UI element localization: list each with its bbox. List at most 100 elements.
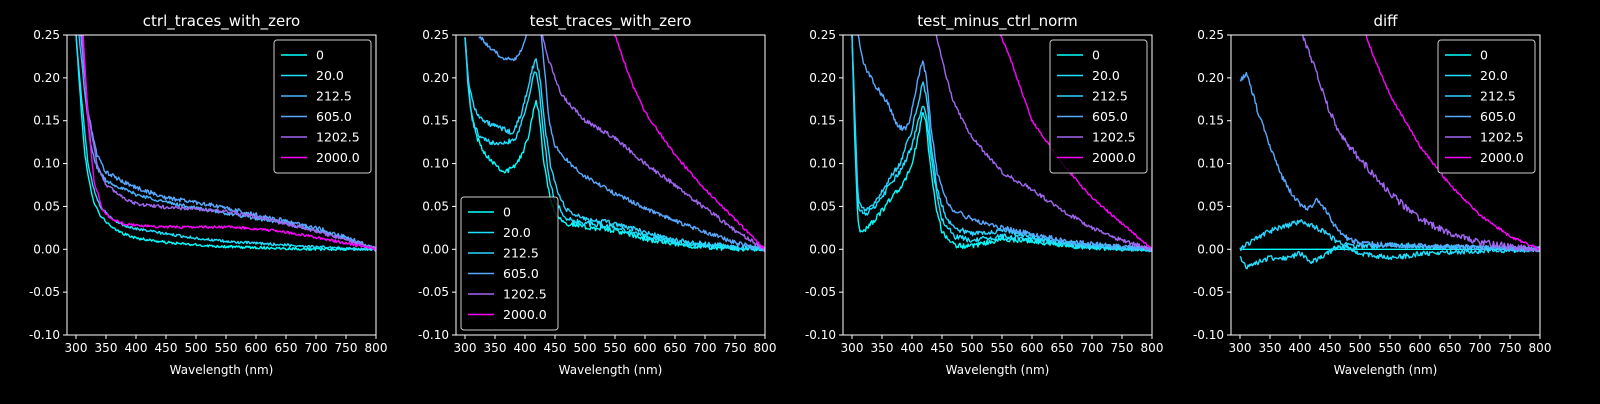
series-line-20-0 — [75, 35, 376, 251]
y-tick-label: 0.05 — [809, 199, 836, 213]
series-line-1202-5 — [541, 35, 765, 252]
axes-frame — [842, 34, 1153, 336]
x-tick-label: 600 — [1409, 341, 1432, 355]
legend-entry: 20.0 — [1092, 68, 1120, 83]
y-tick-label: 0.10 — [33, 157, 60, 171]
x-tick-label: 400 — [1289, 341, 1312, 355]
y-tick-label: 0.25 — [422, 28, 449, 42]
y-tick-label: -0.05 — [418, 285, 449, 299]
legend-entry: 0 — [503, 205, 511, 220]
x-tick-label: 650 — [275, 341, 298, 355]
x-tick-label: 450 — [155, 341, 178, 355]
x-tick-label: 450 — [1319, 341, 1342, 355]
series-line-605-0 — [857, 35, 1152, 252]
series-line-2000-0 — [613, 35, 765, 249]
legend-box — [273, 39, 372, 174]
axes-frame — [66, 34, 377, 336]
legend-box — [460, 196, 559, 331]
x-tick-label: 800 — [754, 341, 777, 355]
y-tick-label: -0.10 — [805, 328, 836, 342]
x-tick-label: 700 — [694, 341, 717, 355]
legend-entry: 212.5 — [316, 89, 352, 104]
x-tick-label: 350 — [1259, 341, 1282, 355]
series-line-605-0 — [80, 35, 376, 252]
legend-entry: 212.5 — [503, 246, 539, 261]
legend-box — [1437, 39, 1536, 174]
x-tick-label: 300 — [454, 341, 477, 355]
y-tick-label: 0.05 — [33, 199, 60, 213]
legend: 0 20.0 212.5 605.0 1202.5 2000.0 — [460, 196, 559, 331]
chart-title: diff — [1373, 12, 1398, 30]
axes-frame — [1230, 34, 1541, 336]
y-tick-label: 0.10 — [809, 157, 836, 171]
x-axis-label: Wavelength (nm) — [1334, 363, 1438, 377]
series-line-20-0 — [464, 37, 765, 252]
legend-entry: 0 — [1092, 48, 1100, 63]
x-tick-label: 750 — [1499, 341, 1522, 355]
x-axis-label: Wavelength (nm) — [559, 363, 663, 377]
y-tick-label: 0.00 — [33, 242, 60, 256]
series-line-212-5 — [464, 37, 765, 252]
legend-entry: 0 — [316, 48, 324, 63]
y-tick-label: 0.20 — [1197, 71, 1224, 85]
series-group — [464, 35, 765, 252]
legend-entry: 20.0 — [316, 68, 344, 83]
x-tick-label: 500 — [961, 341, 984, 355]
series-line-1202-5 — [1302, 35, 1540, 253]
x-tick-label: 450 — [544, 341, 567, 355]
y-tick-label: 0.25 — [809, 28, 836, 42]
x-tick-label: 700 — [1081, 341, 1104, 355]
y-tick-label: -0.10 — [1193, 328, 1224, 342]
y-tick-label: 0.20 — [809, 71, 836, 85]
x-tick-label: 750 — [1111, 341, 1134, 355]
y-tick-label: -0.10 — [418, 328, 449, 342]
legend-entry: 605.0 — [503, 266, 539, 281]
x-tick-label: 750 — [724, 341, 747, 355]
x-tick-label: 600 — [1021, 341, 1044, 355]
y-tick-label: 0.00 — [422, 242, 449, 256]
y-tick-label: 0.15 — [809, 114, 836, 128]
x-tick-label: 800 — [1141, 341, 1164, 355]
chart-title: ctrl_traces_with_zero — [143, 12, 300, 31]
y-tick-label: 0.15 — [33, 114, 60, 128]
x-tick-label: 300 — [65, 341, 88, 355]
chart-panel-4: diff 300 350 400 450 500 550 600 650 700 750 800 -0.… — [1193, 12, 1552, 377]
chart-panel-1: ctrl_traces_with_zero 300 350 400 450 500 550 6… — [29, 12, 388, 377]
series-line-2000-0 — [82, 35, 376, 251]
y-tick-label: -0.05 — [29, 285, 60, 299]
x-tick-label: 600 — [634, 341, 657, 355]
legend-entry: 1202.5 — [316, 130, 360, 145]
x-tick-label: 300 — [841, 341, 864, 355]
legend-entry: 605.0 — [1092, 109, 1128, 124]
x-tick-label: 650 — [1439, 341, 1462, 355]
series-line-605-0 — [478, 35, 765, 252]
x-tick-label: 400 — [901, 341, 924, 355]
x-tick-label: 700 — [305, 341, 328, 355]
y-tick-label: 0.15 — [422, 114, 449, 128]
y-tick-label: 0.20 — [33, 71, 60, 85]
legend: 0 20.0 212.5 605.0 1202.5 2000.0 — [1437, 39, 1536, 174]
x-tick-label: 350 — [871, 341, 894, 355]
legend-entry: 212.5 — [1480, 89, 1516, 104]
legend-entry: 2000.0 — [1092, 150, 1136, 165]
legend-entry: 2000.0 — [503, 307, 547, 322]
y-tick-label: -0.10 — [29, 328, 60, 342]
y-tick-label: -0.05 — [805, 285, 836, 299]
x-tick-label: 550 — [215, 341, 238, 355]
legend: 0 20.0 212.5 605.0 1202.5 2000.0 — [273, 39, 372, 174]
legend-entry: 20.0 — [1480, 68, 1508, 83]
y-tick-label: 0.10 — [422, 157, 449, 171]
legend-entry: 212.5 — [1092, 89, 1128, 104]
x-tick-label: 750 — [335, 341, 358, 355]
x-tick-label: 400 — [125, 341, 148, 355]
x-tick-label: 600 — [245, 341, 268, 355]
legend-entry: 1202.5 — [1480, 130, 1524, 145]
y-tick-label: 0.00 — [1197, 242, 1224, 256]
x-tick-label: 350 — [484, 341, 507, 355]
series-line-1202-5 — [81, 35, 376, 251]
y-tick-label: 0.05 — [1197, 199, 1224, 213]
legend-entry: 2000.0 — [316, 150, 360, 165]
x-tick-label: 500 — [574, 341, 597, 355]
series-group — [851, 35, 1152, 253]
